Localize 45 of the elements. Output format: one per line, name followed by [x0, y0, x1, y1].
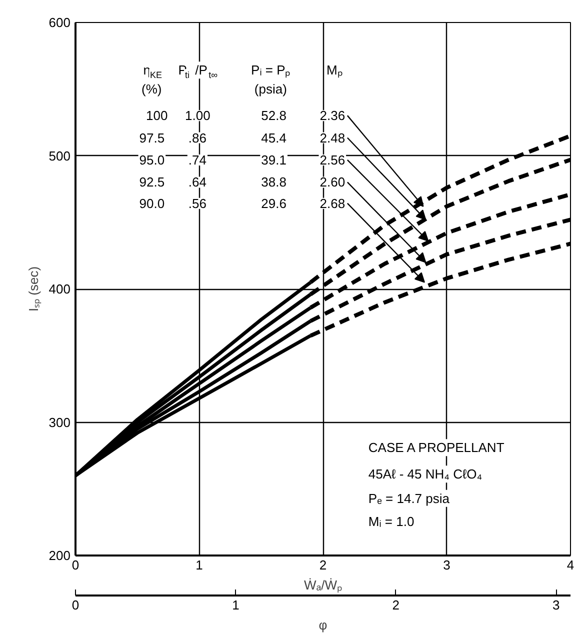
annotation: 92.5 — [139, 174, 165, 190]
x-tick-label: 1 — [196, 558, 203, 572]
y-tick-label: 600 — [48, 15, 71, 30]
annotation: Mₚ — [326, 62, 342, 79]
x2-tick-label: 0 — [72, 598, 80, 612]
y-tick-label: 200 — [48, 548, 71, 563]
x2-axis-title: φ — [318, 618, 328, 632]
x2-tick-label: 2 — [392, 598, 400, 612]
annotation: 38.8 — [261, 174, 286, 190]
annotation: 100 — [146, 108, 168, 124]
x-tick-label: 2 — [319, 558, 327, 572]
annotation: .86 — [188, 130, 206, 146]
annotation: 2.48 — [320, 130, 346, 146]
x-tick-label: 3 — [443, 558, 450, 572]
annotation: 2.56 — [320, 152, 346, 168]
annotation: .74 — [188, 152, 206, 168]
annotation: 52.8 — [261, 108, 286, 124]
annotation: 45.4 — [261, 130, 286, 146]
x-axis-title: Ẇₐ/Ẇₚ — [304, 578, 342, 594]
annotation: 29.6 — [261, 196, 286, 211]
annotation: 39.1 — [261, 152, 286, 168]
annotation: 1.00 — [185, 108, 210, 124]
annotation: 45Aℓ - 45 NH₄ CℓO₄ — [368, 466, 482, 482]
annotation: Pᵢ = Pₚ — [251, 62, 290, 79]
annotation: 90.0 — [139, 196, 165, 211]
y-tick-label: 400 — [48, 282, 71, 296]
annotation: (%) — [142, 82, 162, 97]
y-tick-label: 500 — [48, 148, 71, 164]
annotation: 95.0 — [139, 152, 165, 168]
y-tick-label: 300 — [48, 414, 71, 430]
annotation: 2.36 — [320, 108, 346, 124]
x2-tick-label: 3 — [552, 598, 560, 612]
annotation: CASE A PROPELLANT — [368, 440, 504, 456]
x-tick-label: 4 — [566, 558, 574, 572]
annotation: .56 — [188, 196, 206, 211]
annotation: .64 — [188, 174, 206, 190]
annotation: 2.60 — [320, 174, 346, 190]
y-axis-title: Iₛₚ (sec) — [26, 266, 42, 312]
x-tick-label: 0 — [72, 558, 80, 572]
annotation: 97.5 — [139, 130, 165, 146]
annotation: Pₑ = 14.7 psia — [368, 490, 450, 506]
annotation: 2.68 — [320, 196, 346, 211]
x2-tick-label: 1 — [232, 598, 240, 612]
annotation: (psia) — [254, 82, 287, 97]
annotation: Mᵢ = 1.0 — [368, 514, 414, 530]
